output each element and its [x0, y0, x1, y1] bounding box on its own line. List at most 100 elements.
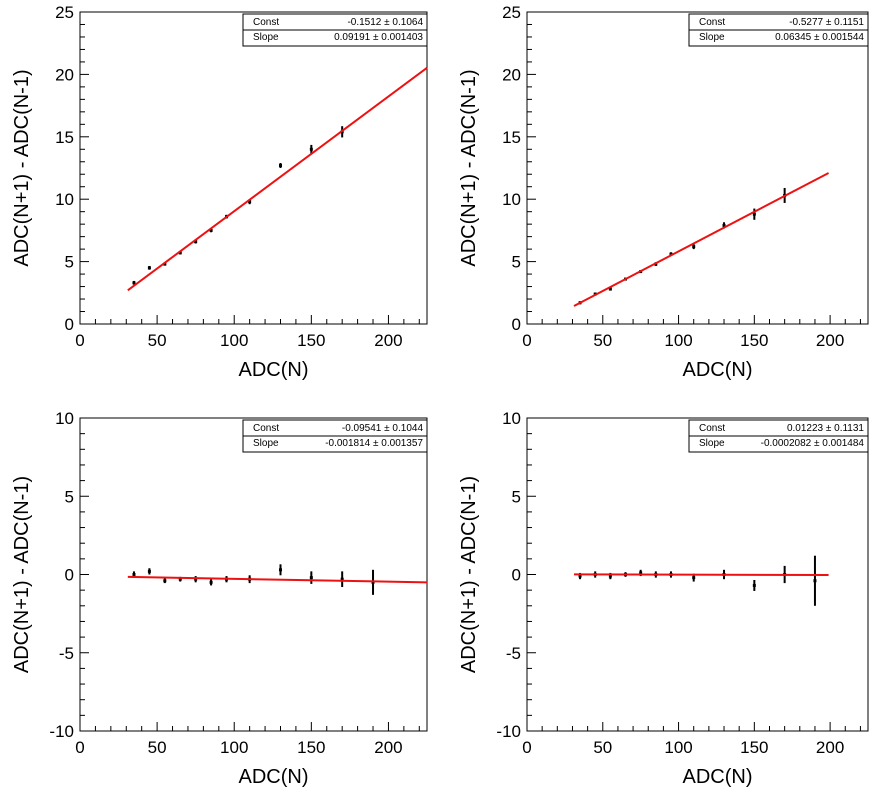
data-point — [813, 579, 817, 583]
x-axis-title: ADC(N) — [239, 359, 309, 381]
stats-value: 0.06345 ± 0.001544 — [775, 32, 864, 43]
x-tick-label: 150 — [740, 331, 768, 350]
data-point — [278, 568, 282, 572]
data-point — [278, 164, 282, 168]
y-tick-label: 0 — [512, 315, 521, 334]
data-point — [692, 576, 696, 580]
x-tick-label: 150 — [740, 738, 768, 757]
y-tick-label: 10 — [502, 409, 521, 428]
y-tick-label: -10 — [496, 722, 521, 741]
x-axis-title: ADC(N) — [239, 766, 309, 788]
y-tick-label: 10 — [502, 190, 521, 209]
y-tick-label: -10 — [49, 722, 74, 741]
data-point — [608, 574, 612, 578]
y-tick-label: -5 — [506, 644, 521, 663]
plot-frame — [79, 11, 428, 325]
x-tick-label: 100 — [664, 331, 692, 350]
data-point — [178, 251, 182, 255]
fit-line — [127, 575, 428, 584]
x-tick-label: 200 — [816, 738, 844, 757]
y-tick-label: 5 — [512, 253, 521, 272]
y-tick-label: 15 — [502, 128, 521, 147]
data-point — [692, 245, 696, 249]
y-tick-label: 25 — [502, 3, 521, 22]
stats-label: Slope — [699, 32, 725, 43]
y-tick-label: 5 — [65, 253, 74, 272]
y-tick-label: 25 — [55, 3, 74, 22]
data-point — [639, 571, 643, 575]
stats-label: Const — [699, 17, 725, 28]
y-tick-label: 5 — [65, 487, 74, 506]
x-tick-label: 100 — [664, 738, 692, 757]
data-point — [340, 577, 344, 581]
stats-label: Slope — [699, 438, 725, 449]
chart-panel-2: 0 50 100 150 200 0 5 10 15 20 25 ADC(N) ADC(N+1) - A… — [458, 3, 869, 381]
data-point — [132, 573, 136, 576]
chart-panel-4: 0 50 100 150 200 -10 -5 0 5 10 ADC(N) ADC(N+1) - AD… — [458, 409, 869, 788]
x-tick-label: 50 — [148, 738, 167, 757]
y-tick-label: 10 — [55, 190, 74, 209]
fit-line — [573, 573, 829, 576]
x-tick-label: 50 — [593, 331, 612, 350]
stats-value: -0.1512 ± 0.1064 — [347, 17, 423, 28]
stats-value: -0.0002082 ± 0.001484 — [761, 438, 865, 449]
x-tick-label: 0 — [75, 738, 84, 757]
y-tick-label: -5 — [59, 644, 74, 663]
data-point — [309, 147, 313, 151]
x-tick-label: 100 — [220, 331, 248, 350]
data-point — [578, 574, 582, 578]
x-tick-label: 150 — [297, 738, 325, 757]
fit-line — [573, 172, 830, 307]
stats-value: 0.01223 ± 0.1131 — [787, 423, 864, 434]
y-axis-title: ADC(N+1) - ADC(N-1) — [458, 69, 480, 266]
x-tick-label: 0 — [522, 331, 531, 350]
y-tick-label: 20 — [502, 65, 521, 84]
x-tick-label: 100 — [220, 738, 248, 757]
x-tick-label: 0 — [75, 331, 84, 350]
y-tick-label: 5 — [512, 487, 521, 506]
x-tick-label: 200 — [374, 738, 402, 757]
y-axis-title: ADC(N+1) - ADC(N-1) — [11, 69, 33, 266]
y-tick-label: 20 — [55, 65, 74, 84]
x-tick-label: 200 — [374, 331, 402, 350]
x-axis-title: ADC(N) — [683, 359, 753, 381]
data-point — [147, 569, 151, 573]
y-tick-label: 10 — [55, 409, 74, 428]
plot-frame — [79, 417, 428, 732]
data-point — [163, 579, 167, 583]
stats-label: Slope — [253, 32, 279, 43]
data-point — [309, 576, 313, 580]
chart-panel-3: 0 50 100 150 200 -10 -5 0 5 10 ADC(N) ADC(N+1) - AD… — [11, 409, 428, 788]
data-point — [209, 228, 213, 232]
stats-label: Const — [253, 17, 279, 28]
chart-panel-1: 0 50 100 150 200 0 5 10 15 20 25 ADC(N) ADC(N+1) - A… — [11, 3, 428, 381]
stats-label: Slope — [253, 438, 279, 449]
x-tick-label: 50 — [148, 331, 167, 350]
data-point — [248, 200, 252, 204]
y-axis-title: ADC(N+1) - ADC(N-1) — [11, 476, 33, 673]
stats-label: Const — [253, 423, 279, 434]
stats-value: -0.5277 ± 0.1151 — [789, 17, 864, 28]
y-tick-label: 0 — [65, 566, 74, 585]
data-point — [722, 223, 726, 227]
y-tick-label: 15 — [55, 128, 74, 147]
x-tick-label: 200 — [816, 331, 844, 350]
x-tick-label: 0 — [522, 738, 531, 757]
data-point — [209, 580, 213, 584]
stats-value: -0.09541 ± 0.1044 — [342, 423, 424, 434]
data-point — [163, 262, 167, 266]
y-tick-label: 0 — [512, 566, 521, 585]
data-point — [194, 577, 198, 581]
data-point — [194, 240, 198, 244]
data-point — [669, 252, 673, 256]
stats-value: 0.09191 ± 0.001403 — [334, 32, 423, 43]
x-axis-title: ADC(N) — [683, 766, 753, 788]
x-tick-label: 150 — [297, 331, 325, 350]
data-point — [147, 266, 151, 270]
data-point — [752, 583, 756, 587]
stats-value: -0.001814 ± 0.001357 — [325, 438, 423, 449]
x-tick-label: 50 — [593, 738, 612, 757]
y-axis-title: ADC(N+1) - ADC(N-1) — [458, 476, 480, 673]
data-point — [132, 281, 136, 285]
